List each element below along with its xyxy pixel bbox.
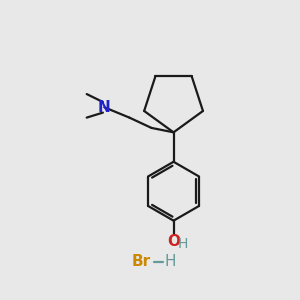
Text: H: H — [178, 237, 188, 250]
Text: N: N — [98, 100, 111, 115]
Text: H: H — [165, 254, 176, 269]
Text: Br: Br — [132, 254, 151, 269]
Text: O: O — [167, 234, 180, 249]
